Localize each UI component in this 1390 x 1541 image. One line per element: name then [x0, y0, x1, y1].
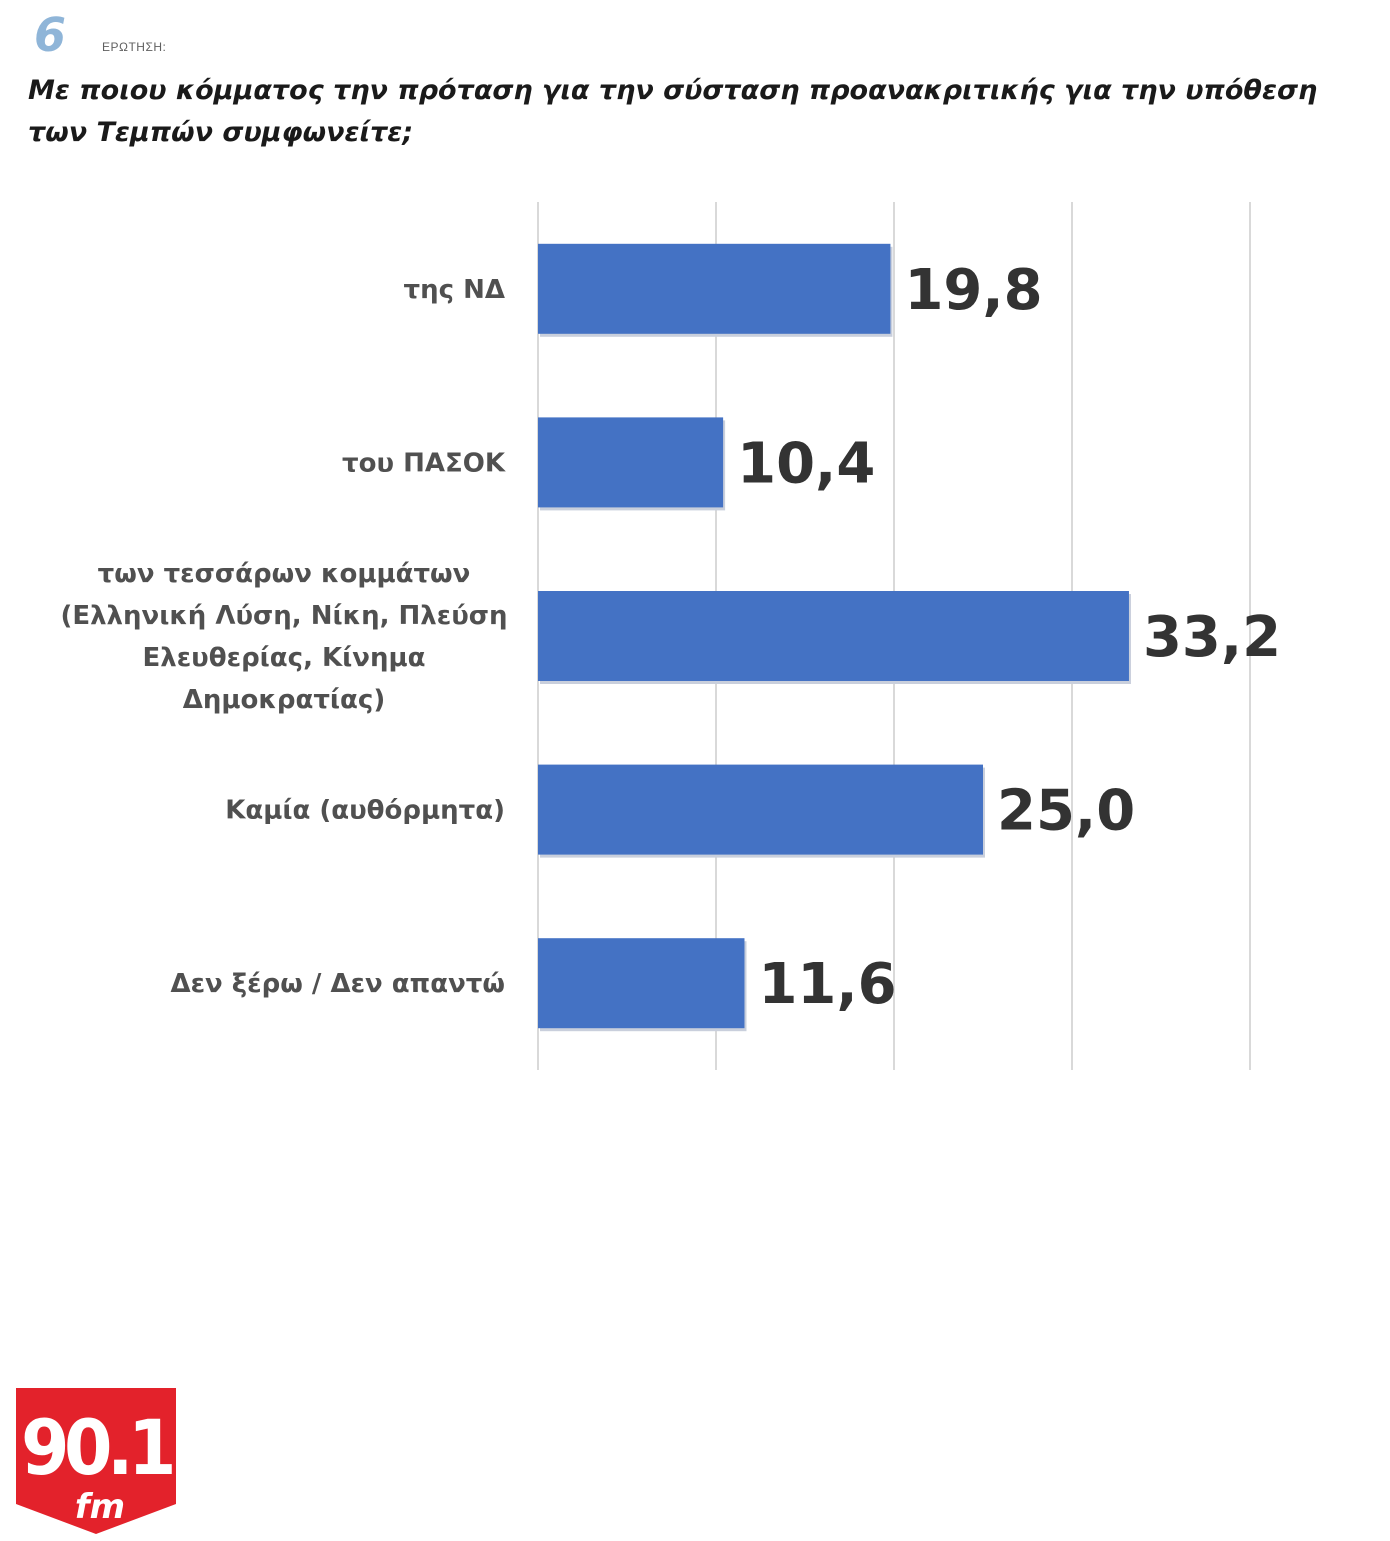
category-label-line: Ελευθερίας, Κίνημα	[142, 643, 425, 673]
category-label-line: Δημοκρατίας)	[183, 685, 385, 715]
bar	[538, 591, 1129, 681]
bar	[538, 417, 724, 508]
bar-value-label: 10,4	[737, 431, 875, 496]
logo-main-text: 90.1	[21, 1403, 172, 1492]
category-label-line: (Ελληνική Λύση, Νίκη, Πλεύση	[60, 601, 507, 631]
bar-value-label: 33,2	[1143, 605, 1281, 670]
category-label-line: των τεσσάρων κομμάτων	[98, 559, 471, 589]
bar	[538, 938, 745, 1029]
bar	[538, 764, 983, 855]
category-label: Καμία (αυθόρμητα)	[225, 796, 505, 826]
bar	[538, 243, 891, 334]
question-number: 6	[34, 8, 66, 62]
bar-value-label: 19,8	[904, 258, 1042, 323]
category-label: του ΠΑΣΟΚ	[342, 448, 506, 478]
bar-value-label: 25,0	[997, 779, 1135, 844]
question-tag: ΕΡΩΤΗΣΗ:	[102, 40, 167, 54]
logo-sub-text: fm	[75, 1487, 125, 1527]
category-label: των τεσσάρων κομμάτων (Ελληνική Λύση, Νίκ…	[60, 559, 507, 715]
category-label: Δεν ξέρω / Δεν απαντώ	[170, 969, 505, 999]
bar-chart: 19,8 της ΝΔ 10,4 του ΠΑΣΟΚ 33,2 των τεσσάρων …	[60, 202, 1281, 1070]
question-title: Με ποιου κόμματος την πρόταση για την σύ…	[28, 75, 1318, 148]
bar-value-label: 11,6	[758, 952, 896, 1017]
radio-logo: 90.1 fm	[16, 1388, 178, 1534]
category-label: της ΝΔ	[404, 275, 505, 305]
